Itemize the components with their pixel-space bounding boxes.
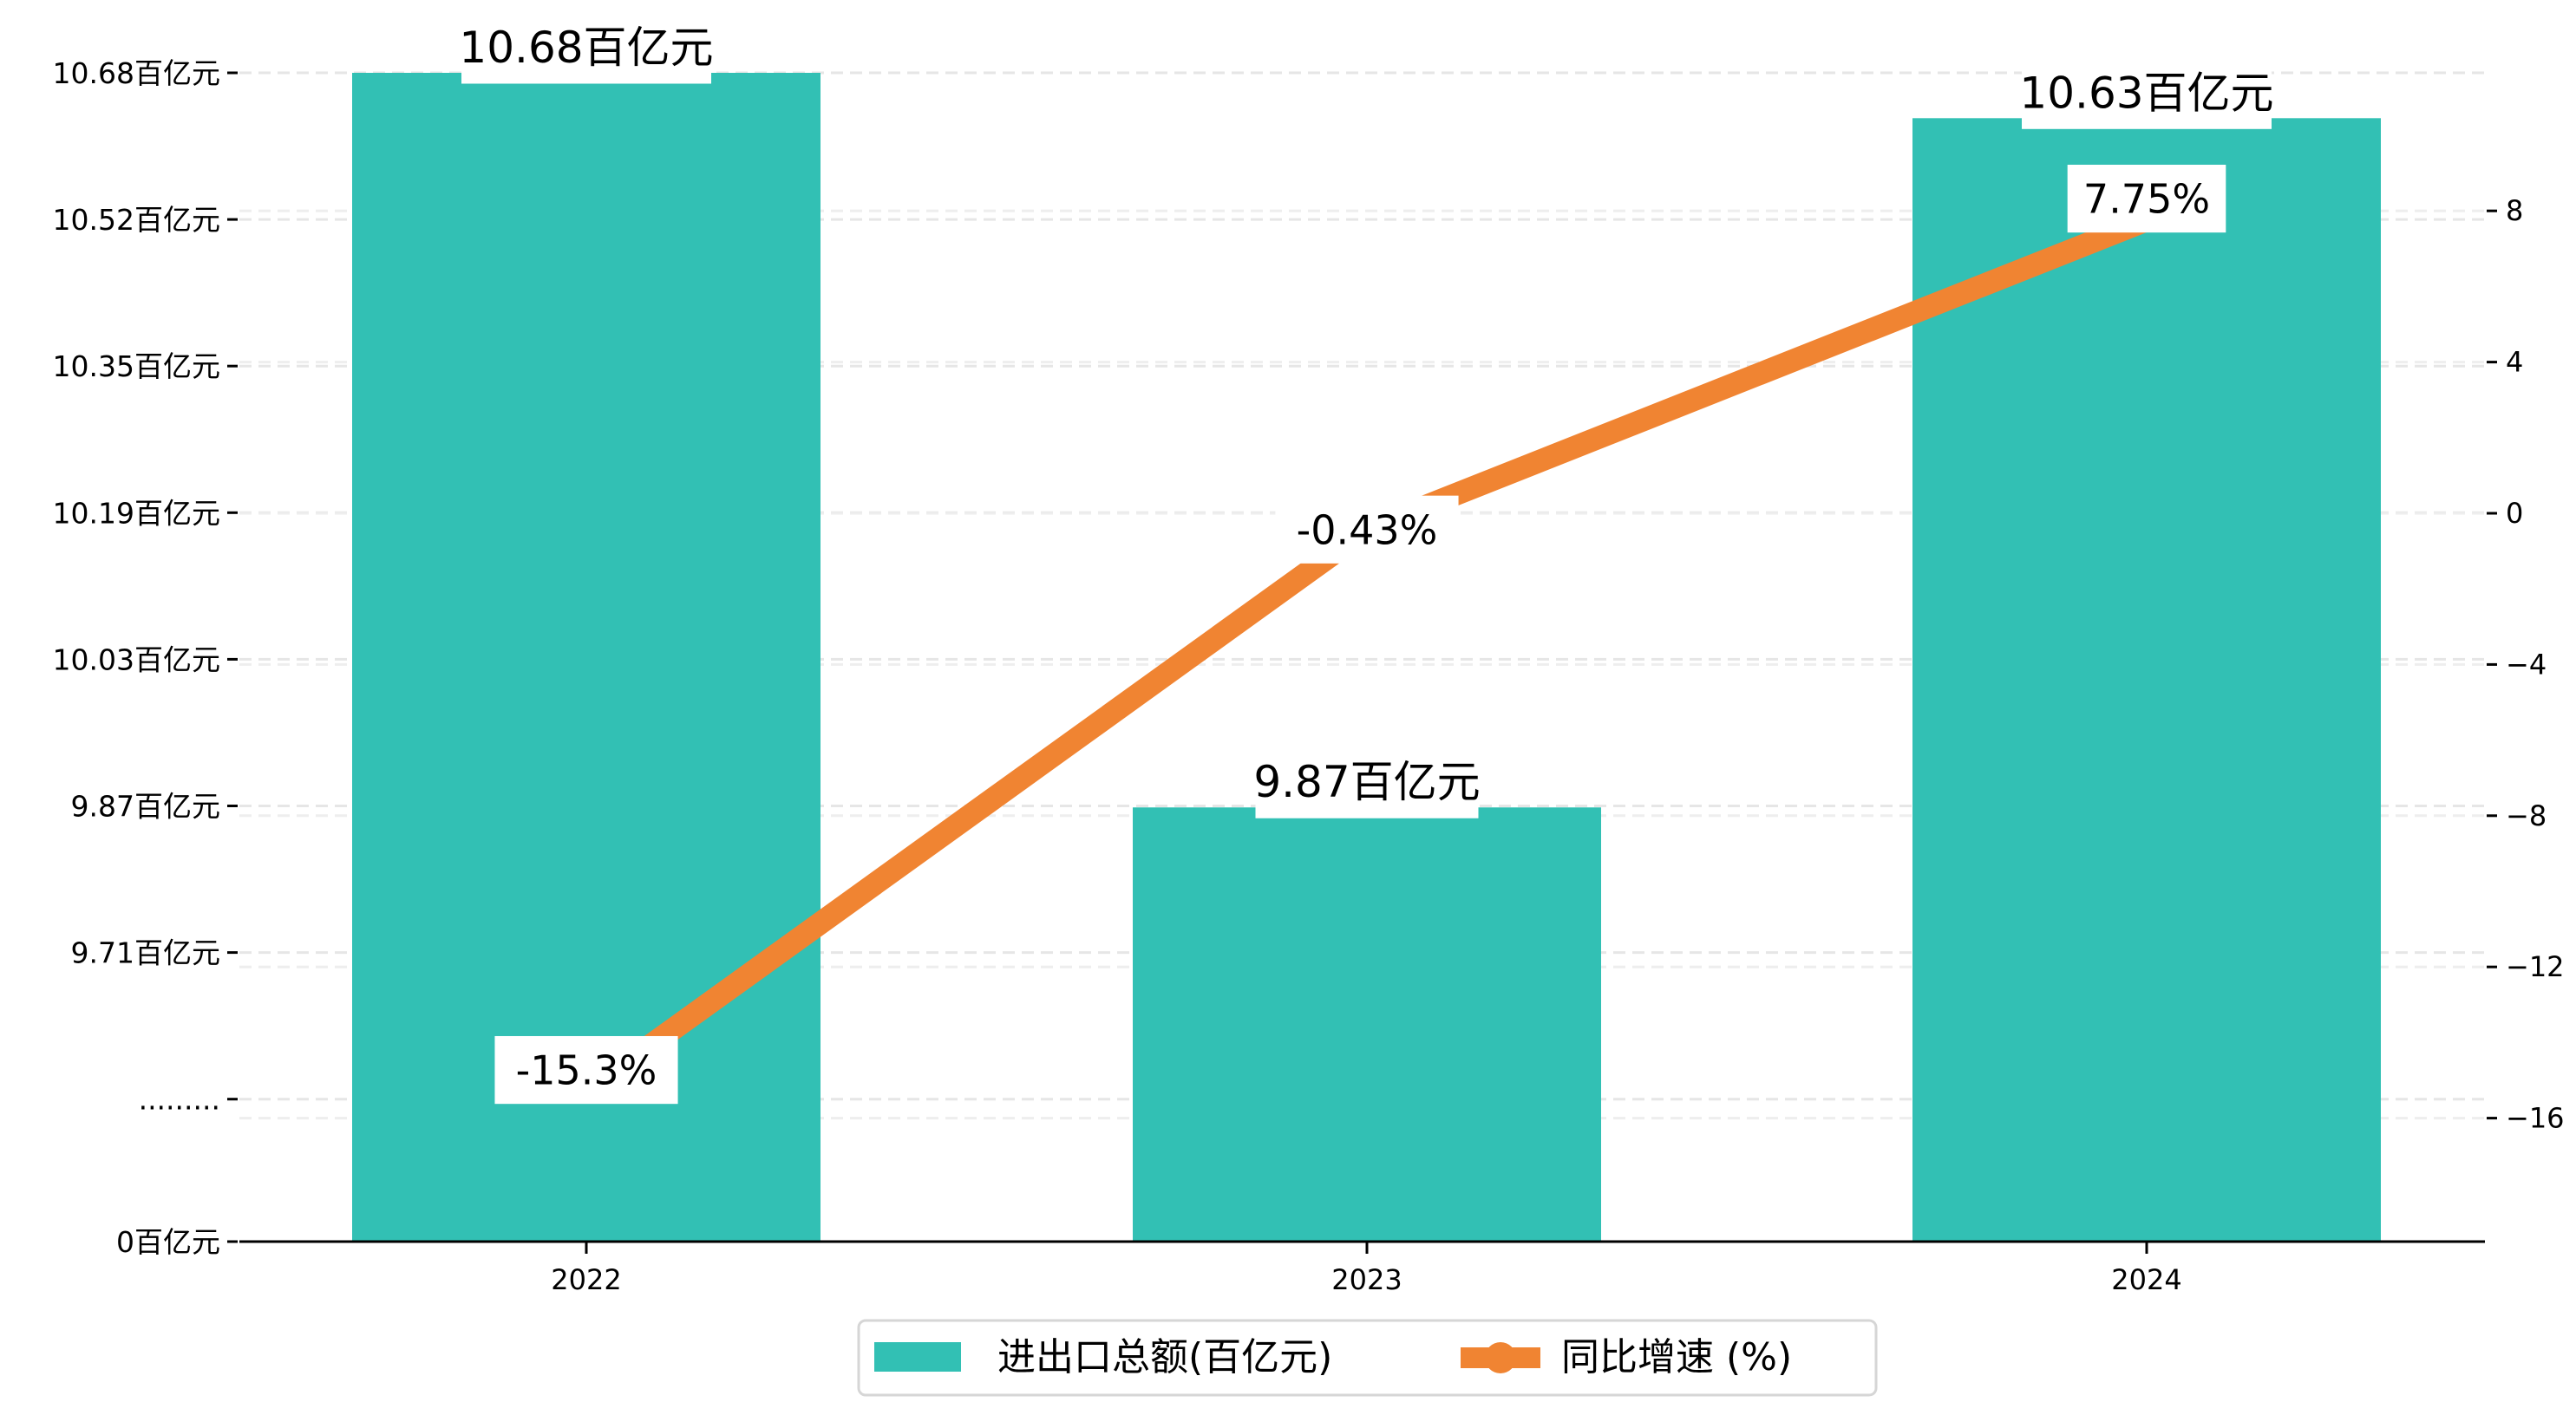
bars (352, 73, 2381, 1242)
left-tick-label: 9.71百亿元 (71, 936, 220, 970)
x-tick-label: 2024 (2111, 1263, 2181, 1296)
bar-label-2022-box (461, 10, 711, 84)
bar-label-2023: 9.87百亿元 (1253, 757, 1480, 807)
growth-label-2023: -0.43% (1297, 506, 1438, 553)
bar-label-2024: 10.63百亿元 (2019, 68, 2273, 118)
bar-label-2023-box (1255, 744, 1479, 818)
growth-label-2023-box (1275, 495, 1459, 564)
bar-2024 (1912, 118, 2381, 1242)
left-tick-label: 9.87百亿元 (71, 790, 220, 824)
growth-label-2024-box (2067, 165, 2226, 233)
legend-line-label: 同比增速 (%) (1561, 1335, 1792, 1379)
x-tick-label: 2023 (1331, 1263, 1402, 1296)
legend: 进出口总额(百亿元) 同比增速 (%) (857, 1319, 1878, 1397)
bar-label-2024-box (2022, 55, 2272, 129)
growth-label-2022-box (494, 1035, 678, 1105)
right-tick-label: −12 (2506, 950, 2565, 983)
x-tick-label: 2022 (551, 1263, 621, 1296)
legend-bar-swatch (874, 1342, 961, 1372)
bar-2023 (1133, 807, 1601, 1242)
axes: 2022 2023 2024 10.68百亿元 10.52百亿元 10.35百亿元 10.1… (53, 56, 2565, 1296)
left-tick-label: 0百亿元 (116, 1225, 220, 1259)
bar-label-2022: 10.68百亿元 (459, 23, 713, 73)
left-tick-label: 10.19百亿元 (53, 496, 220, 530)
legend-line-marker (1485, 1342, 1516, 1373)
left-tick-label: 10.03百亿元 (53, 642, 220, 676)
data-labels: 10.68百亿元 9.87百亿元 10.63百亿元 -15.3% -0.43% 7.75% (459, 10, 2274, 1105)
left-tick-label: 10.52百亿元 (53, 203, 220, 237)
right-tick-label: −16 (2506, 1102, 2565, 1135)
right-tick-label: 8 (2506, 194, 2523, 227)
left-tick-label: 10.35百亿元 (53, 349, 220, 383)
left-tick-label: ......... (139, 1083, 220, 1117)
legend-box (857, 1319, 1878, 1397)
legend-bar-label: 进出口总额(百亿元) (997, 1335, 1332, 1379)
growth-label-2022: -15.3% (516, 1047, 657, 1094)
right-tick-label: −4 (2506, 648, 2547, 681)
growth-label-2024: 7.75% (2083, 176, 2210, 223)
right-tick-label: 4 (2506, 346, 2523, 379)
left-tick-label: 10.68百亿元 (53, 56, 220, 90)
right-tick-label: −8 (2506, 799, 2547, 832)
right-tick-label: 0 (2506, 497, 2523, 530)
